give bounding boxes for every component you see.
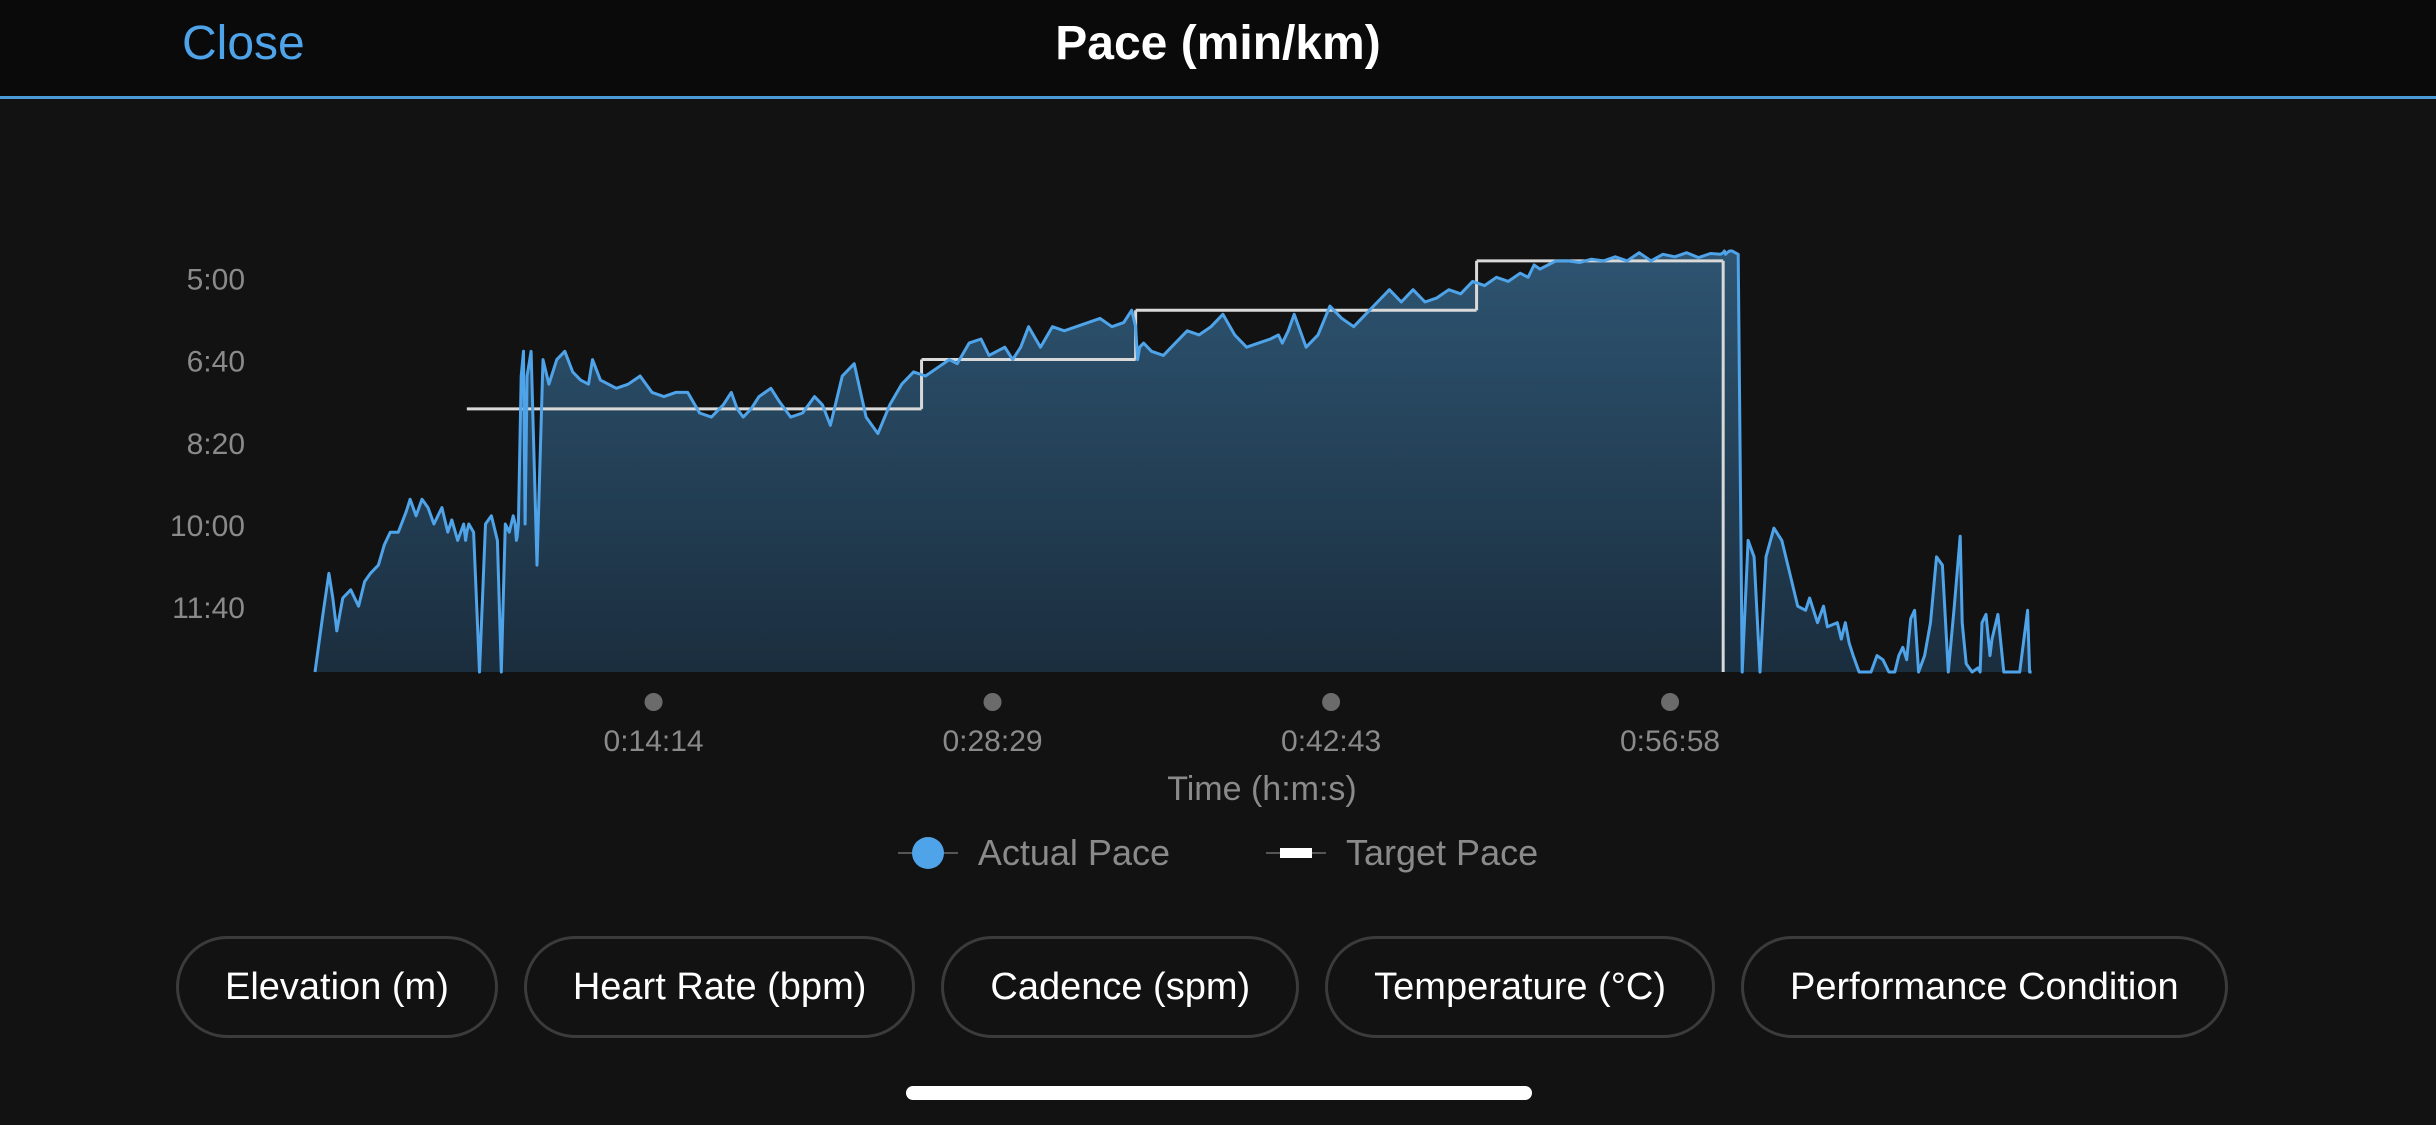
header-bar: Close Pace (min/km) xyxy=(0,0,2436,99)
legend-item-target[interactable]: Target Pace xyxy=(1266,832,1538,874)
x-tick-dot xyxy=(1322,693,1341,711)
y-tick-label: 10:00 xyxy=(170,510,245,543)
metric-pill-bar[interactable]: Elevation (m) Heart Rate (bpm) Cadence (… xyxy=(176,936,2306,1046)
page-title: Pace (min/km) xyxy=(1055,17,1381,70)
target-pace-dash-icon xyxy=(1266,833,1326,873)
close-button[interactable]: Close xyxy=(182,17,305,70)
y-tick-label: 11:40 xyxy=(172,592,245,625)
x-tick-label: 0:42:43 xyxy=(1281,725,1381,758)
x-tick-dot xyxy=(983,693,1002,711)
home-indicator xyxy=(906,1086,1532,1100)
legend-target-label: Target Pace xyxy=(1346,832,1539,873)
heart-rate-pill[interactable]: Heart Rate (bpm) xyxy=(523,936,916,1038)
x-tick-label: 0:28:29 xyxy=(942,725,1042,758)
legend-item-actual[interactable]: Actual Pace xyxy=(897,832,1170,874)
performance-condition-pill[interactable]: Performance Condition xyxy=(1740,936,2228,1038)
actual-pace-line xyxy=(313,249,2032,674)
x-tick-dot xyxy=(1661,693,1680,711)
y-tick-label: 5:00 xyxy=(187,263,245,296)
legend-actual-label: Actual Pace xyxy=(977,832,1170,873)
chart-legend: Actual Pace Target Pace xyxy=(0,826,2436,880)
actual-pace-area xyxy=(315,251,2032,672)
y-tick-label: 6:40 xyxy=(187,346,245,379)
pace-chart[interactable]: 5:00 6:40 8:20 10:00 11:40 0:14:14 0:28:29 0:4… xyxy=(0,100,2436,820)
y-tick-label: 8:20 xyxy=(187,428,245,461)
cadence-pill[interactable]: Cadence (spm) xyxy=(941,936,1300,1038)
x-tick-label: 0:56:58 xyxy=(1620,725,1720,758)
temperature-pill[interactable]: Temperature (°C) xyxy=(1325,936,1715,1038)
x-axis-label: Time (h:m:s) xyxy=(1167,770,1357,808)
actual-pace-dot-icon xyxy=(897,833,958,873)
x-tick-dot xyxy=(644,693,663,711)
x-tick-label: 0:14:14 xyxy=(604,725,704,758)
elevation-pill[interactable]: Elevation (m) xyxy=(176,936,498,1038)
